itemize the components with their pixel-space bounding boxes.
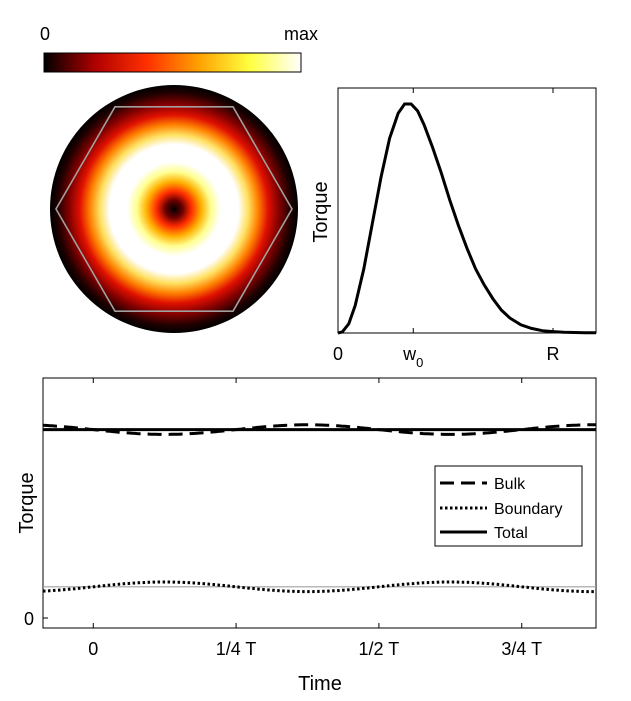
series-boundary-line [42,580,596,594]
series-bulk-line [42,423,596,436]
plot2-xlabel: Time [298,673,342,695]
legend-boundary-label: Boundary [494,501,563,518]
beam-intensity-image [50,85,298,333]
plot1-ylabel: Torque [310,181,332,242]
plot2-ylabel: Torque [16,472,38,533]
torque-time-plot: 0 1/4 T 1/2 T 3/4 T 0 Torque Time Bulk Bound… [16,377,597,695]
colorbar: 0 max [40,24,318,73]
plot1-xtick-label: w0 [402,344,423,370]
plot2-xtick-label: 3/4 T [501,639,542,659]
beam-disk [50,85,298,333]
colorbar-max-label: max [284,24,318,44]
legend-bulk-label: Bulk [494,476,526,493]
plot1-xtick-label: R [547,344,560,364]
plot1-frame [337,87,597,334]
legend-total-label: Total [494,525,528,542]
plot2-ytick-label: 0 [24,609,34,629]
plot2-xtick-label: 1/2 T [359,639,400,659]
colorbar-min-label: 0 [40,24,50,44]
hexagon-outline [55,106,293,313]
torque-profile-plot: 0 w0 R Torque [310,87,597,370]
torque-profile-line [337,102,596,335]
colorbar-gradient [43,52,302,73]
legend: Bulk Boundary Total [434,465,583,547]
plot2-xtick-label: 0 [88,639,98,659]
plot2-frame [42,377,597,629]
plot1-xtick-label: 0 [333,344,343,364]
plot2-xtick-label: 1/4 T [216,639,257,659]
